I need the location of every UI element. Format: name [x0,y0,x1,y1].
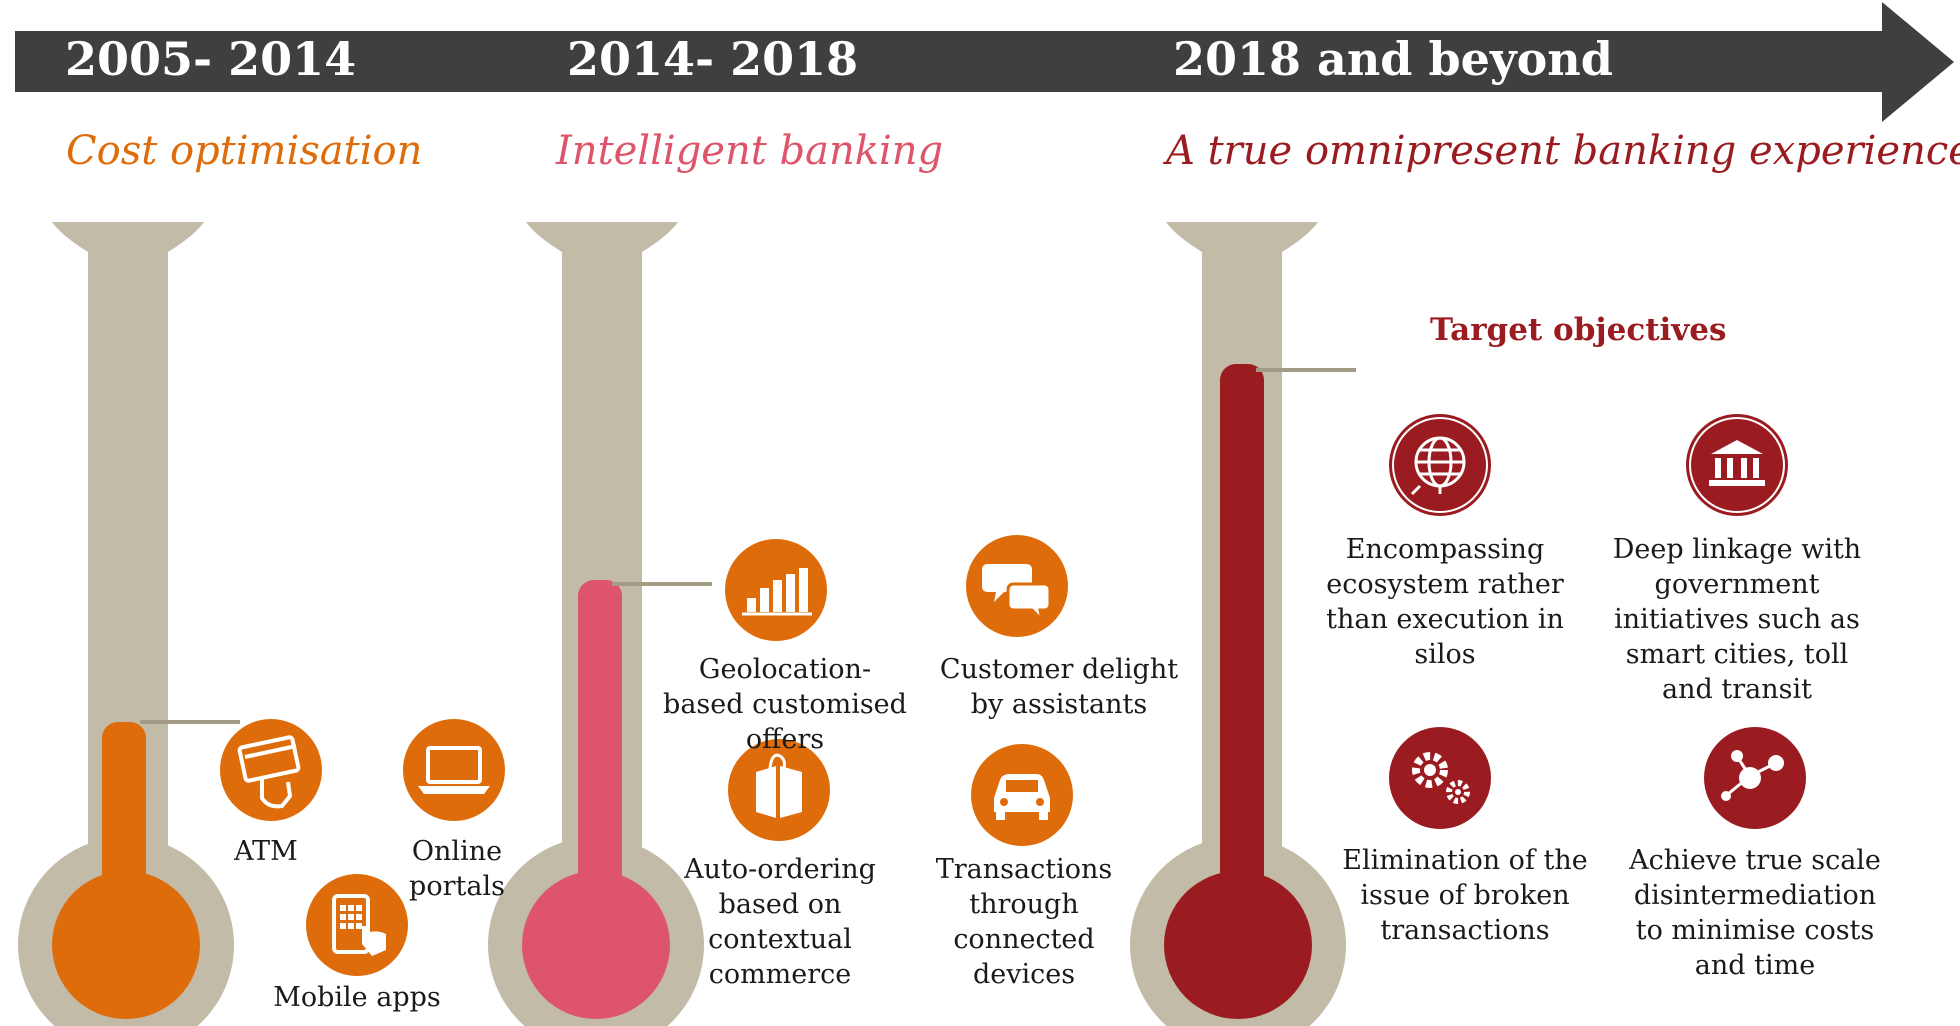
government-linkage-label: Deep linkage with government initiatives… [1612,534,1862,705]
period-1-years: 2005- 2014 [65,32,357,86]
period-1-title: Cost optimisation [66,128,423,174]
shopping-bag-icon [728,739,830,841]
mobile-touch-icon [306,874,408,976]
atm-label: ATM [234,836,298,867]
auto-ordering-label: Auto-ordering based on contextual commer… [684,854,876,990]
broken-transactions-label: Elimination of the issue of broken trans… [1342,845,1588,946]
thermometer-phase1 [18,222,240,1026]
online-portals-label: Online portals [409,836,505,902]
period-3-years: 2018 and beyond [1173,32,1613,86]
car-icon [971,744,1073,846]
thermometer-phase2 [488,222,712,1026]
thermometer-phase3 [1130,222,1356,1026]
mobile-apps-label: Mobile apps [273,982,441,1013]
timeline-arrow [15,2,1954,122]
ecosystem-label: Encompassing ecosystem rather than execu… [1326,534,1564,670]
gears-icon [1389,727,1491,829]
period-3-title: A true omnipresent banking experience [1166,128,1960,174]
government-building-icon [1686,414,1788,516]
network-nodes-icon [1704,727,1806,829]
target-objectives-heading: Target objectives [1430,312,1727,348]
atm-card-icon [220,719,322,821]
customer-delight-label: Customer delight by assistants [939,654,1179,720]
chat-bubbles-icon [966,535,1068,637]
bar-chart-icon [725,539,827,641]
disintermediation-label: Achieve true scale disintermediation to … [1629,845,1881,981]
globe-icon [1389,414,1491,516]
laptop-icon [403,719,505,821]
period-2-years: 2014- 2018 [567,32,859,86]
period-2-title: Intelligent banking [556,128,944,174]
geolocation-offers-label: Geolocation-based customised offers [663,654,907,755]
connected-devices-label: Transactions through connected devices [935,854,1113,990]
